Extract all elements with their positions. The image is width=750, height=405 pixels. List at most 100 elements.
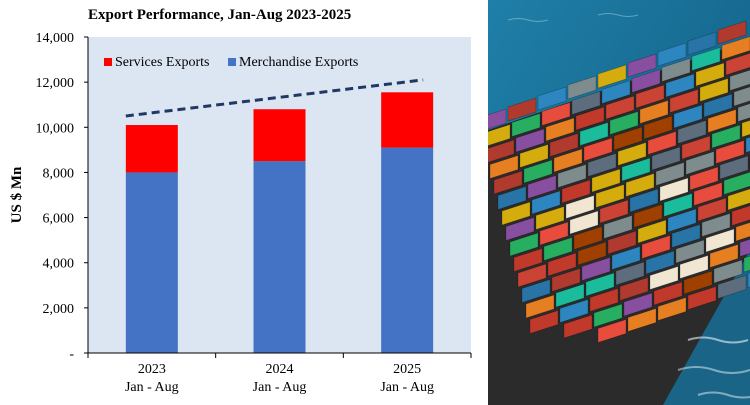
container-box bbox=[715, 140, 745, 164]
container-box bbox=[597, 319, 627, 343]
legend-swatch-services bbox=[104, 58, 112, 66]
x-tick-label-year: 2023 bbox=[138, 362, 166, 377]
container-box bbox=[673, 104, 703, 129]
container-box bbox=[633, 204, 663, 228]
bar-services-exports bbox=[253, 109, 306, 162]
chart-title: Export Performance, Jan-Aug 2023-2025 bbox=[88, 7, 351, 23]
container-box bbox=[565, 195, 595, 219]
container-box bbox=[689, 166, 719, 191]
container-box bbox=[551, 268, 581, 292]
container-box bbox=[488, 139, 515, 163]
container-box bbox=[489, 155, 519, 179]
legend: Services Exports Merchandise Exports bbox=[104, 55, 358, 70]
container-box bbox=[731, 205, 750, 226]
container-box bbox=[669, 89, 699, 113]
container-box bbox=[515, 128, 545, 153]
container-box bbox=[583, 137, 613, 162]
container-box bbox=[609, 111, 639, 135]
container-box bbox=[743, 255, 750, 273]
container-box bbox=[739, 238, 750, 257]
container-box bbox=[575, 106, 605, 131]
container-box bbox=[611, 246, 641, 270]
chart-svg: Export Performance, Jan-Aug 2023-2025 -2… bbox=[9, 7, 472, 395]
container-box bbox=[635, 84, 665, 109]
container-box bbox=[571, 91, 601, 115]
container-box bbox=[665, 73, 695, 98]
container-box bbox=[539, 221, 569, 246]
container-box bbox=[661, 58, 691, 82]
container-ship-photo bbox=[488, 0, 750, 405]
container-box bbox=[519, 144, 549, 168]
container-box bbox=[488, 108, 507, 130]
legend-label-services: Services Exports bbox=[115, 55, 209, 70]
container-box bbox=[607, 230, 637, 255]
x-axis-labels: 2023 Jan - Aug 2024 Jan - Aug 2025 Jan - Aug bbox=[87, 353, 472, 395]
container-box bbox=[597, 64, 627, 89]
container-box bbox=[493, 170, 523, 195]
container-box bbox=[741, 120, 750, 138]
container-box bbox=[497, 186, 527, 210]
container-box bbox=[488, 124, 511, 146]
container-box bbox=[599, 199, 629, 224]
container-box bbox=[541, 102, 571, 126]
container-box bbox=[693, 182, 723, 206]
container-box bbox=[675, 239, 705, 264]
y-tick-label: 2,000 bbox=[43, 302, 75, 317]
container-box bbox=[677, 120, 707, 144]
container-box bbox=[557, 164, 587, 188]
container-box bbox=[581, 257, 611, 281]
container-box bbox=[601, 80, 631, 104]
container-box bbox=[691, 47, 721, 71]
container-box bbox=[517, 263, 547, 288]
container-box bbox=[537, 86, 567, 111]
container-box bbox=[513, 248, 543, 272]
wave-highlights bbox=[507, 13, 750, 399]
bars bbox=[125, 92, 434, 353]
x-tick-label-period: Jan - Aug bbox=[253, 380, 307, 395]
container-box bbox=[721, 36, 750, 60]
container-box bbox=[711, 124, 741, 149]
container-box bbox=[639, 100, 669, 124]
container-box bbox=[553, 148, 583, 173]
bar-merchandise-exports bbox=[253, 161, 306, 353]
container-box bbox=[657, 42, 687, 67]
container-box bbox=[655, 162, 685, 186]
container-box bbox=[745, 136, 750, 153]
container-box bbox=[505, 217, 535, 241]
x-tick-label-period: Jan - Aug bbox=[380, 380, 434, 395]
container-box bbox=[681, 135, 711, 160]
container-box bbox=[615, 261, 645, 286]
container-ship-illustration bbox=[488, 0, 750, 405]
container-box bbox=[579, 122, 609, 146]
container-box bbox=[573, 226, 603, 250]
y-tick-label: 14,000 bbox=[36, 31, 75, 46]
container-box bbox=[713, 259, 743, 284]
container-box bbox=[619, 277, 649, 301]
container-box bbox=[687, 31, 717, 56]
container-box bbox=[523, 159, 553, 184]
container-box bbox=[605, 95, 635, 120]
container-box bbox=[647, 131, 677, 155]
container-box bbox=[695, 62, 725, 87]
container-box bbox=[649, 266, 679, 290]
container-box bbox=[527, 175, 557, 199]
container-box bbox=[613, 126, 643, 151]
y-tick-label: 8,000 bbox=[43, 166, 75, 181]
container-box bbox=[555, 283, 585, 308]
bar-merchandise-exports bbox=[381, 147, 434, 353]
container-box bbox=[735, 222, 750, 242]
container-box bbox=[645, 250, 675, 275]
container-box bbox=[653, 281, 683, 306]
container-box bbox=[545, 117, 575, 142]
container-box bbox=[701, 213, 731, 237]
container-box bbox=[547, 252, 577, 277]
container-box bbox=[507, 97, 537, 122]
container-box bbox=[699, 78, 729, 102]
container-box bbox=[643, 115, 673, 140]
container-box bbox=[569, 210, 599, 235]
container-stacks bbox=[488, 20, 750, 343]
container-box bbox=[549, 133, 579, 157]
bar-services-exports bbox=[125, 125, 178, 173]
x-tick-label-year: 2025 bbox=[393, 362, 421, 377]
container-box bbox=[637, 219, 667, 244]
